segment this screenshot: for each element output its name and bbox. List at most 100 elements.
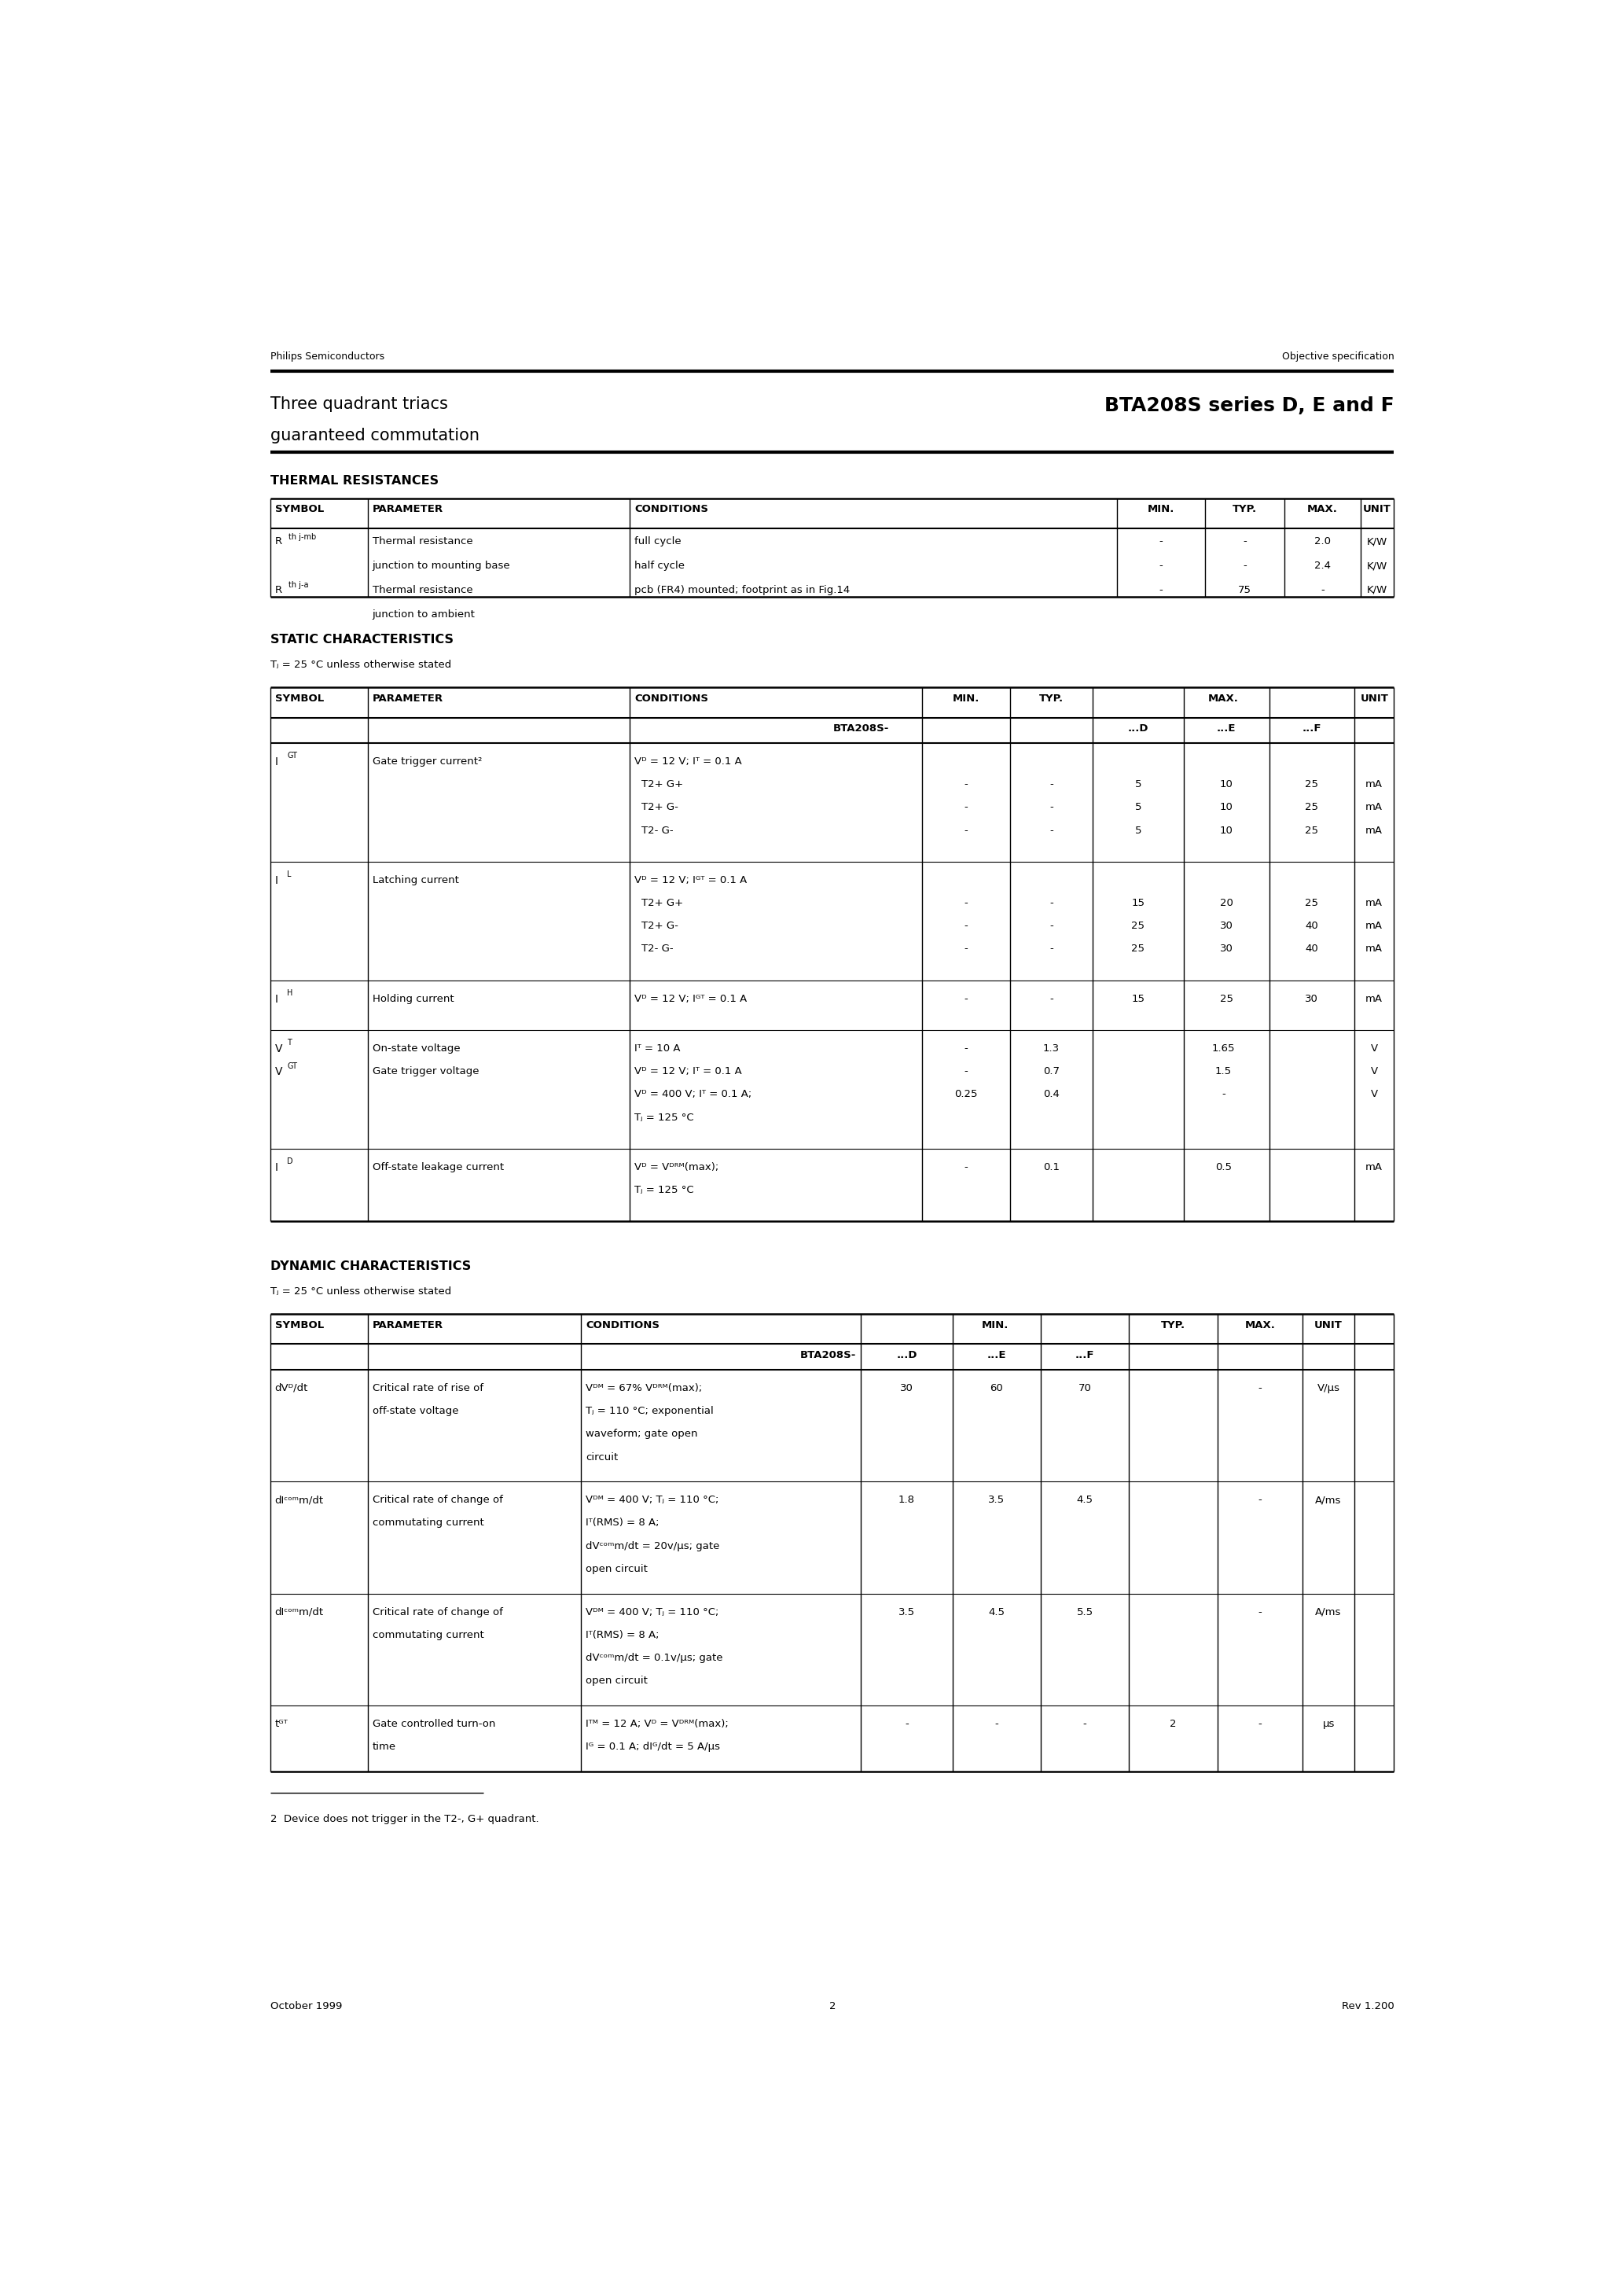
Text: 75: 75	[1237, 585, 1252, 595]
Text: -: -	[965, 1162, 968, 1173]
Text: T2+ G+: T2+ G+	[641, 778, 684, 790]
Text: -: -	[1259, 1720, 1262, 1729]
Text: guaranteed commutation: guaranteed commutation	[270, 427, 479, 443]
Text: -: -	[905, 1720, 908, 1729]
Text: Vᴰ = 12 V; Iᵀ = 0.1 A: Vᴰ = 12 V; Iᵀ = 0.1 A	[635, 1065, 742, 1077]
Text: -: -	[965, 801, 968, 813]
Text: mA: mA	[1366, 944, 1382, 955]
Text: -: -	[965, 824, 968, 836]
Text: dIᶜᵒᵐm/dt: dIᶜᵒᵐm/dt	[274, 1607, 323, 1616]
Text: th j-a: th j-a	[289, 581, 309, 590]
Text: waveform; gate open: waveform; gate open	[586, 1428, 698, 1440]
Text: th j-mb: th j-mb	[289, 533, 317, 540]
Text: MIN.: MIN.	[981, 1320, 1009, 1329]
Text: -: -	[1083, 1720, 1086, 1729]
Text: half cycle: half cycle	[635, 560, 685, 572]
Text: UNIT: UNIT	[1359, 693, 1389, 703]
Text: V: V	[274, 1042, 283, 1054]
Text: ...F: ...F	[1302, 723, 1322, 735]
Text: -: -	[965, 898, 968, 909]
Text: Philips Semiconductors: Philips Semiconductors	[270, 351, 385, 360]
Text: mA: mA	[1366, 1162, 1382, 1173]
Text: -: -	[1160, 560, 1163, 572]
Text: 1.5: 1.5	[1215, 1065, 1231, 1077]
Text: A/ms: A/ms	[1315, 1495, 1341, 1506]
Text: -: -	[1259, 1382, 1262, 1394]
Text: ...D: ...D	[1127, 723, 1148, 735]
Text: Rev 1.200: Rev 1.200	[1341, 2002, 1393, 2011]
Text: Iᵀ(RMS) = 8 A;: Iᵀ(RMS) = 8 A;	[586, 1518, 659, 1529]
Text: 0.25: 0.25	[955, 1088, 978, 1100]
Text: -: -	[1049, 944, 1054, 955]
Text: -: -	[965, 944, 968, 955]
Text: Critical rate of change of: Critical rate of change of	[372, 1607, 503, 1616]
Text: 1.65: 1.65	[1212, 1042, 1234, 1054]
Text: I: I	[274, 875, 278, 886]
Text: 10: 10	[1220, 801, 1233, 813]
Text: Tⱼ = 110 °C; exponential: Tⱼ = 110 °C; exponential	[586, 1405, 713, 1417]
Text: Vᴰ = 400 V; Iᵀ = 0.1 A;: Vᴰ = 400 V; Iᵀ = 0.1 A;	[635, 1088, 752, 1100]
Text: Iᵀ(RMS) = 8 A;: Iᵀ(RMS) = 8 A;	[586, 1630, 659, 1639]
Text: -: -	[1259, 1607, 1262, 1616]
Text: mA: mA	[1366, 994, 1382, 1003]
Text: junction to mounting base: junction to mounting base	[372, 560, 510, 572]
Text: 25: 25	[1306, 898, 1319, 909]
Text: pcb (FR4) mounted; footprint as in Fig.14: pcb (FR4) mounted; footprint as in Fig.1…	[635, 585, 849, 595]
Text: K/W: K/W	[1367, 537, 1387, 546]
Text: mA: mA	[1366, 921, 1382, 932]
Text: MAX.: MAX.	[1307, 505, 1338, 514]
Text: K/W: K/W	[1367, 585, 1387, 595]
Text: 4.5: 4.5	[1077, 1495, 1093, 1506]
Text: Gate trigger voltage: Gate trigger voltage	[372, 1065, 479, 1077]
Text: MIN.: MIN.	[1148, 505, 1174, 514]
Text: 0.1: 0.1	[1043, 1162, 1059, 1173]
Text: DYNAMIC CHARACTERISTICS: DYNAMIC CHARACTERISTICS	[270, 1261, 471, 1272]
Text: Tⱼ = 125 °C: Tⱼ = 125 °C	[635, 1111, 693, 1123]
Text: Tⱼ = 25 °C unless otherwise stated: Tⱼ = 25 °C unless otherwise stated	[270, 1286, 451, 1297]
Text: -: -	[1160, 537, 1163, 546]
Text: time: time	[372, 1743, 396, 1752]
Text: -: -	[1049, 921, 1054, 932]
Text: -: -	[965, 778, 968, 790]
Text: μs: μs	[1322, 1720, 1335, 1729]
Text: MAX.: MAX.	[1208, 693, 1239, 703]
Text: MIN.: MIN.	[953, 693, 979, 703]
Text: -: -	[965, 1065, 968, 1077]
Text: Vᴰ = 12 V; Iᵀ = 0.1 A: Vᴰ = 12 V; Iᵀ = 0.1 A	[635, 755, 742, 767]
Text: Vᴰᴹ = 400 V; Tⱼ = 110 °C;: Vᴰᴹ = 400 V; Tⱼ = 110 °C;	[586, 1495, 719, 1506]
Text: ...E: ...E	[1216, 723, 1236, 735]
Text: Iᵀᴹ = 12 A; Vᴰ = Vᴰᴿᴹ(max);: Iᵀᴹ = 12 A; Vᴰ = Vᴰᴿᴹ(max);	[586, 1720, 729, 1729]
Text: V: V	[274, 1065, 283, 1077]
Text: Critical rate of change of: Critical rate of change of	[372, 1495, 503, 1506]
Text: -: -	[965, 1042, 968, 1054]
Text: PARAMETER: PARAMETER	[372, 693, 443, 703]
Text: junction to ambient: junction to ambient	[372, 608, 476, 620]
Text: L: L	[287, 870, 291, 879]
Text: -: -	[1320, 585, 1324, 595]
Text: 3.5: 3.5	[987, 1495, 1005, 1506]
Text: A/ms: A/ms	[1315, 1607, 1341, 1616]
Text: 25: 25	[1132, 944, 1145, 955]
Text: BTA208S-: BTA208S-	[801, 1350, 856, 1362]
Text: 5: 5	[1135, 778, 1142, 790]
Text: 3.5: 3.5	[898, 1607, 914, 1616]
Text: V/μs: V/μs	[1317, 1382, 1340, 1394]
Text: full cycle: full cycle	[635, 537, 680, 546]
Text: T2+ G-: T2+ G-	[641, 801, 679, 813]
Text: V: V	[1371, 1042, 1377, 1054]
Text: CONDITIONS: CONDITIONS	[635, 693, 708, 703]
Text: 25: 25	[1306, 801, 1319, 813]
Text: T2- G-: T2- G-	[641, 944, 674, 955]
Text: open circuit: open circuit	[586, 1676, 648, 1685]
Text: Latching current: Latching current	[372, 875, 458, 886]
Text: Vᴰᴹ = 400 V; Tⱼ = 110 °C;: Vᴰᴹ = 400 V; Tⱼ = 110 °C;	[586, 1607, 719, 1616]
Text: Vᴰ = Vᴰᴿᴹ(max);: Vᴰ = Vᴰᴿᴹ(max);	[635, 1162, 718, 1173]
Text: -: -	[1049, 824, 1054, 836]
Text: Iᵀ = 10 A: Iᵀ = 10 A	[635, 1042, 680, 1054]
Text: Gate trigger current²: Gate trigger current²	[372, 755, 482, 767]
Text: 2: 2	[828, 2002, 836, 2011]
Text: PARAMETER: PARAMETER	[372, 1320, 443, 1329]
Text: I: I	[274, 994, 278, 1006]
Text: BTA208S-: BTA208S-	[833, 723, 888, 735]
Text: 30: 30	[1306, 994, 1319, 1003]
